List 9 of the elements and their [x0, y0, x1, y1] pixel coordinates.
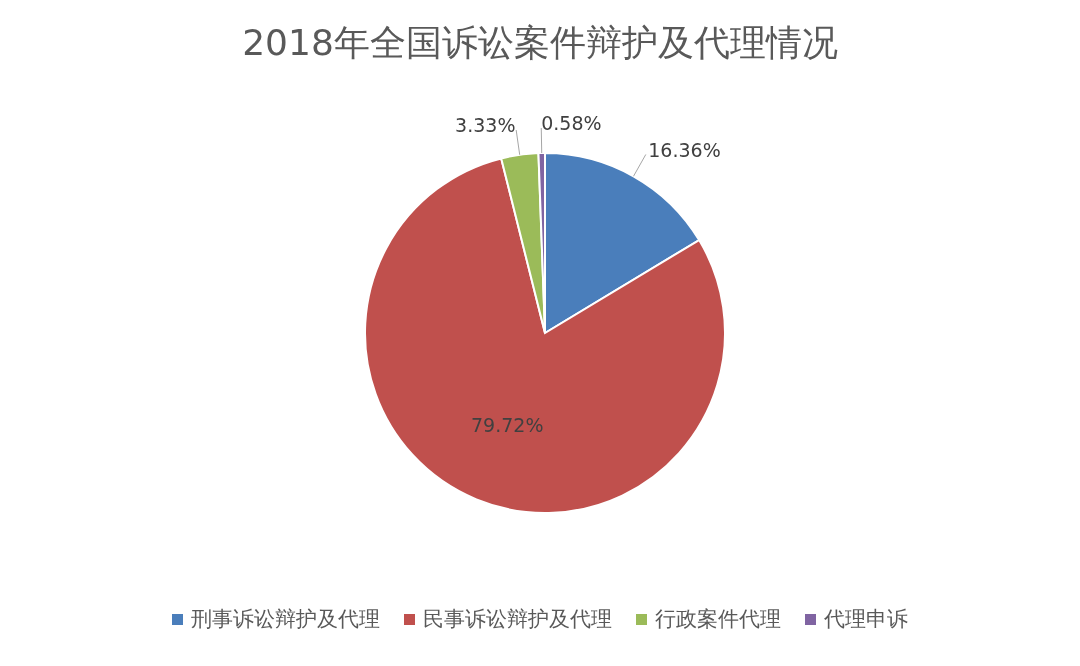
data-label: 16.36%	[648, 139, 721, 162]
data-label: 79.72%	[471, 413, 544, 436]
legend-label: 民事诉讼辩护及代理	[423, 606, 612, 633]
data-label: 3.33%	[455, 114, 516, 137]
legend-label: 代理申诉	[824, 606, 908, 633]
legend-label: 行政案件代理	[655, 606, 781, 633]
chart-title: 2018年全国诉讼案件辩护及代理情况	[241, 21, 839, 65]
data-label: 0.58%	[541, 112, 602, 135]
legend-label: 刑事诉讼辩护及代理	[191, 606, 380, 633]
